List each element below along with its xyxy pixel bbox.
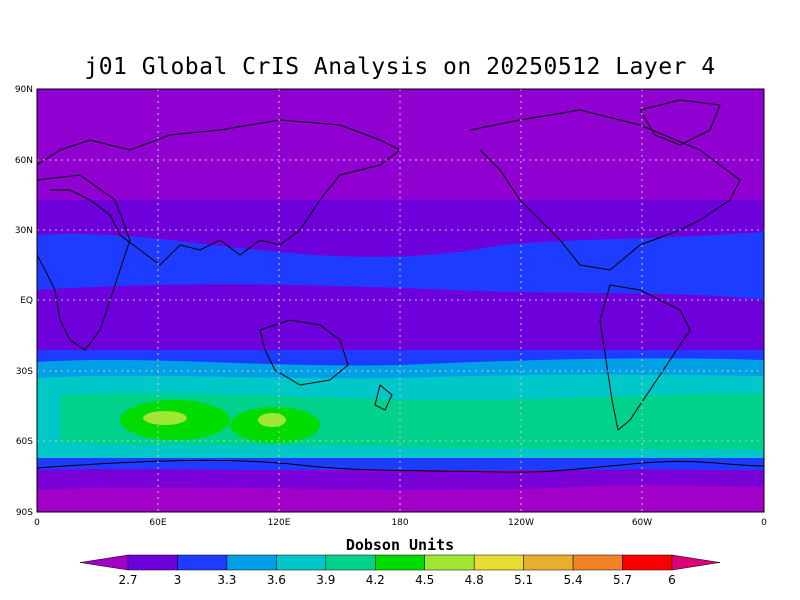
colorbar-label: 5.1: [514, 573, 533, 587]
colorbar-label: 3.9: [316, 573, 335, 587]
colorbar-label: 4.5: [415, 573, 434, 587]
map-border: [36, 88, 765, 513]
lat-label: 90S: [16, 508, 33, 518]
lat-axis: 90N 60N 30N EQ 30S 60S 90S: [15, 85, 33, 518]
lat-label: EQ: [20, 296, 33, 306]
coast-antarctica: [37, 459, 764, 473]
colorbar-label: 5.4: [564, 573, 583, 587]
colorbar-label: 4.2: [366, 573, 385, 587]
lat-label: 60N: [15, 156, 33, 166]
colorbar-label: 6: [668, 573, 676, 587]
colorbar-label: 3: [174, 573, 182, 587]
lat-label: 90N: [15, 85, 33, 95]
colorbar-box: [226, 554, 277, 571]
colorbar-low-triangle: [79, 554, 129, 571]
coast-australia: [259, 319, 349, 386]
lat-label: 30S: [16, 367, 33, 377]
colorbar-box: [622, 554, 673, 571]
coast-new-zealand: [374, 384, 393, 411]
coast-africa: [37, 174, 131, 351]
colorbar-box: [572, 554, 623, 571]
colorbar-box: [276, 554, 327, 571]
field-patch-yellowgreen-1: [143, 411, 187, 425]
colorbar-box: [325, 554, 376, 571]
coast-eurasia: [37, 119, 401, 266]
lon-axis: 0 60E 120E 180 120W 60W 0: [34, 518, 767, 528]
lon-label: 60E: [149, 518, 166, 528]
coast-greenland: [639, 99, 721, 146]
colorbar-box: [424, 554, 475, 571]
colorbar-box: [127, 554, 178, 571]
lon-label: 60W: [632, 518, 652, 528]
colorbar-label: 4.8: [465, 573, 484, 587]
colorbar-box: [375, 554, 425, 571]
lat-label: 30N: [15, 226, 33, 236]
colorbar-label: 3.6: [267, 573, 286, 587]
map-title: j01 Global CrIS Analysis on 20250512 Lay…: [84, 54, 716, 80]
lon-label: 120E: [268, 518, 291, 528]
colorbar-box: [523, 554, 574, 571]
colorbar-box: [473, 554, 524, 571]
field-band-subpolar: [37, 458, 764, 470]
field-patch-yellowgreen-2: [258, 413, 286, 427]
colorbar: 2.7 3 3.3 3.6 3.9 4.2 4.5 4.8 5.1 5.4 5.7 6: [79, 554, 721, 587]
colorbar-title: Dobson Units: [345, 536, 455, 554]
lon-label: 180: [391, 518, 408, 528]
lon-label: 0: [761, 518, 767, 528]
colorbar-label: 2.7: [118, 573, 137, 587]
coast-south-america: [599, 284, 691, 431]
graticule: [37, 89, 764, 512]
lon-label: 120W: [508, 518, 534, 528]
colorbar-high-triangle: [671, 554, 721, 571]
colorbar-label: 5.7: [613, 573, 632, 587]
field-band-blue-north: [37, 232, 764, 300]
field-band-green: [60, 393, 764, 450]
colorbar-box: [177, 554, 228, 571]
lon-label: 0: [34, 518, 40, 528]
colorbar-label: 3.3: [217, 573, 236, 587]
coastlines: [37, 99, 764, 473]
lat-label: 60S: [16, 437, 33, 447]
